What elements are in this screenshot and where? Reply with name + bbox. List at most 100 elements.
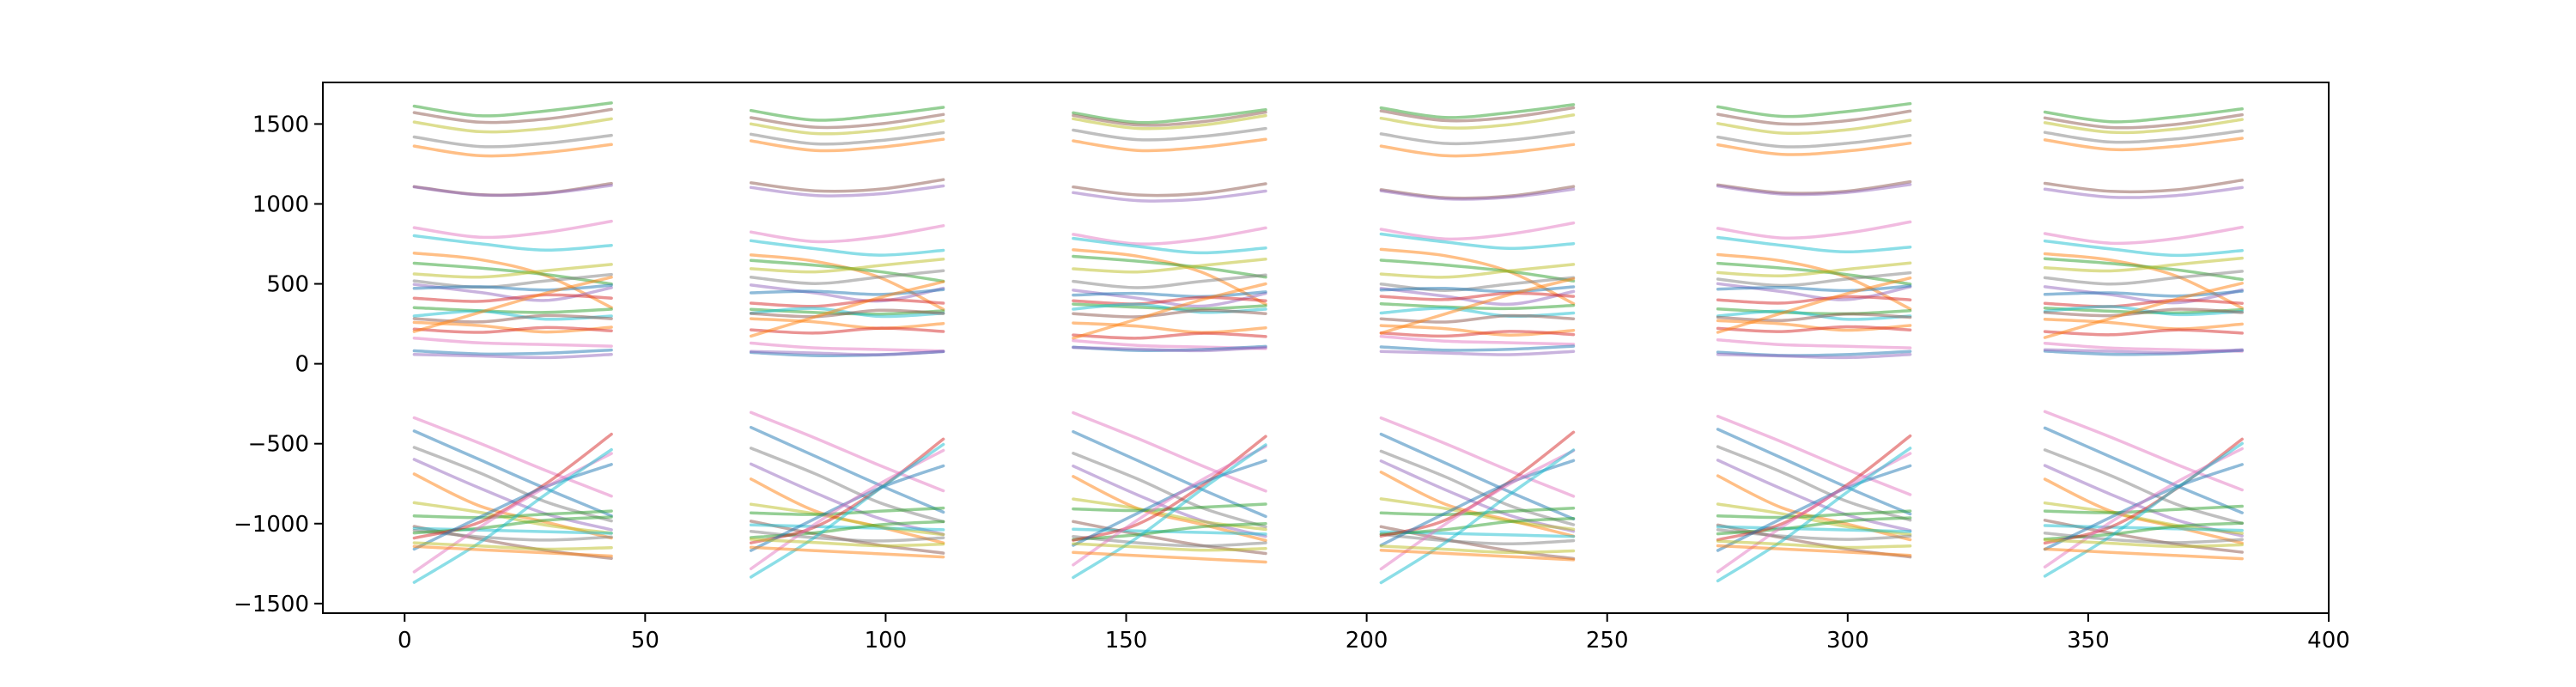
series-line — [2043, 426, 2244, 514]
series-line — [2043, 524, 2244, 532]
series-line — [412, 526, 613, 535]
series-line — [1072, 258, 1267, 274]
series-line — [412, 429, 613, 518]
series-line — [2043, 318, 2244, 331]
series-line — [412, 348, 613, 356]
series-line — [749, 341, 945, 353]
series-line — [412, 143, 613, 158]
series-line — [1379, 313, 1576, 324]
y-tick-label: 1000 — [252, 192, 309, 217]
series-line — [749, 178, 945, 193]
series-line — [1379, 548, 1576, 562]
series-line — [412, 447, 613, 584]
series-line — [1072, 534, 1267, 548]
line-group — [412, 101, 613, 584]
y-tick-label: −1500 — [234, 592, 309, 617]
series-line — [412, 313, 613, 324]
plot-frame — [322, 82, 2330, 614]
series-line — [412, 416, 613, 498]
series-line — [2043, 307, 2244, 318]
series-line — [2043, 270, 2244, 286]
series-line — [2043, 285, 2244, 305]
series-line — [1716, 309, 1912, 321]
series-line — [1072, 452, 1267, 529]
series-line — [1716, 252, 1912, 311]
series-line — [1072, 137, 1267, 153]
series-line — [1716, 109, 1912, 126]
series-line — [1379, 449, 1576, 571]
series-line — [2043, 448, 2244, 526]
series-line — [1379, 143, 1576, 158]
series-line — [2043, 289, 2244, 298]
series-line — [1072, 113, 1267, 131]
series-line — [1379, 334, 1576, 346]
x-tick-label: 300 — [1826, 628, 1869, 654]
series-line — [1716, 284, 1912, 293]
series-line — [1379, 532, 1576, 546]
series-line — [1716, 464, 1912, 552]
series-line — [1072, 459, 1267, 547]
series-line — [2043, 137, 2244, 152]
series-line — [749, 298, 945, 308]
series-line — [1072, 273, 1267, 289]
series-line — [2043, 225, 2244, 246]
series-line — [2043, 282, 2244, 339]
series-line — [412, 352, 613, 360]
series-line — [412, 541, 613, 551]
series-line — [2043, 441, 2244, 578]
series-line — [2043, 107, 2244, 124]
series-line — [412, 101, 613, 118]
series-line — [1072, 308, 1267, 319]
series-line — [2043, 547, 2244, 561]
series-line — [749, 288, 945, 296]
series-line — [1379, 307, 1576, 319]
series-line — [1379, 277, 1576, 335]
series-line — [412, 272, 613, 289]
series-line — [1072, 464, 1267, 538]
x-tick-label: 350 — [2067, 628, 2110, 654]
series-line — [2043, 179, 2244, 194]
series-line — [1379, 187, 1576, 201]
series-line — [1072, 502, 1267, 513]
series-line — [749, 269, 945, 285]
series-line — [2043, 112, 2244, 130]
series-line — [1379, 350, 1576, 356]
series-line — [1716, 352, 1912, 360]
series-line — [412, 283, 613, 292]
line-group — [1716, 101, 1912, 583]
series-line — [1716, 119, 1912, 136]
series-line — [1379, 497, 1576, 532]
series-line — [412, 337, 613, 348]
series-line — [749, 280, 945, 338]
x-tick-label: 400 — [2307, 628, 2350, 654]
series-line — [1716, 428, 1912, 516]
y-tick-label: 0 — [295, 352, 309, 378]
series-line — [412, 276, 613, 333]
series-line — [1072, 331, 1267, 340]
series-line — [1072, 521, 1267, 542]
series-line — [412, 261, 613, 286]
series-line — [2043, 239, 2244, 258]
series-line — [1072, 110, 1267, 127]
series-line — [2043, 305, 2244, 317]
line-group — [1072, 107, 1267, 580]
series-line — [2043, 256, 2244, 273]
series-line — [749, 131, 945, 146]
y-tick-label: −500 — [248, 432, 309, 458]
y-tick-label: −1000 — [234, 512, 309, 538]
series-line — [1379, 106, 1576, 123]
series-line — [1379, 448, 1576, 585]
series-line — [1379, 286, 1576, 307]
series-line — [749, 112, 945, 130]
series-line — [749, 137, 945, 153]
series-line — [2043, 298, 2244, 308]
series-line — [412, 325, 613, 334]
series-line — [749, 447, 945, 524]
x-tick-label: 0 — [398, 628, 412, 654]
series-line — [1072, 254, 1267, 279]
series-line — [749, 350, 945, 356]
series-line — [1716, 141, 1912, 156]
series-line — [1716, 220, 1912, 240]
series-line — [412, 509, 613, 520]
